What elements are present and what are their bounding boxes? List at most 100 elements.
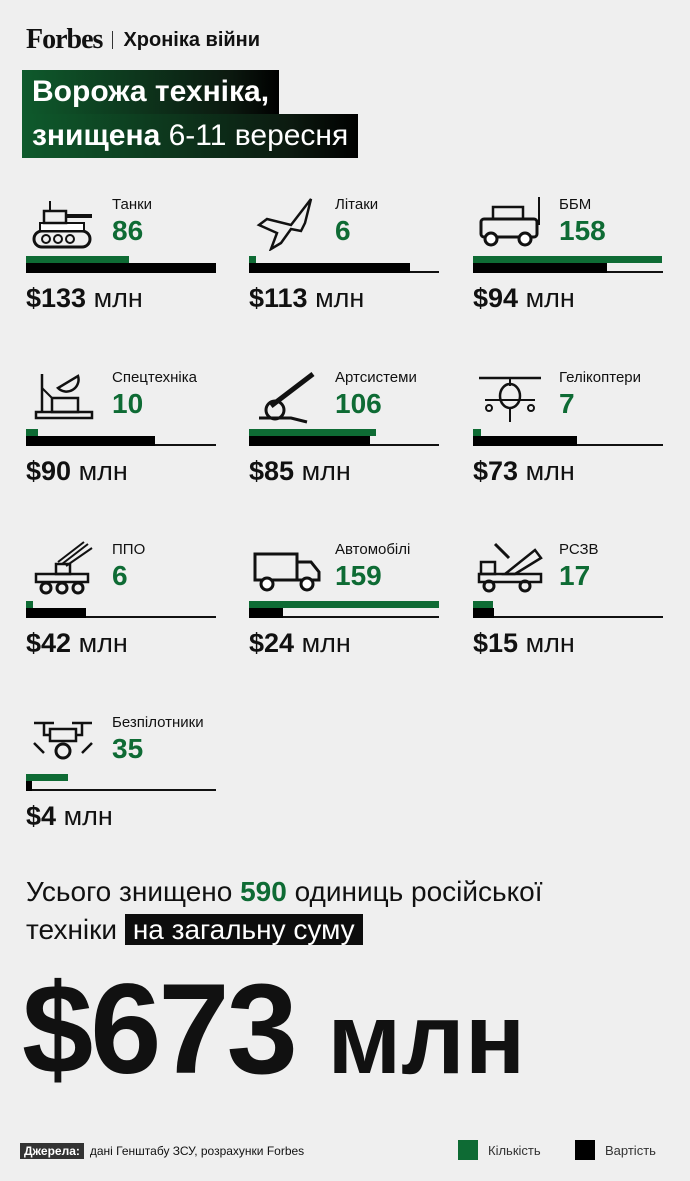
category-label: Літаки: [335, 196, 379, 213]
cost-value: $90 млн: [26, 456, 128, 487]
title-bold: знищена: [32, 119, 161, 152]
source-label: Джерела:: [20, 1143, 84, 1159]
count-bar: [473, 601, 494, 608]
card-6: ППО 6 $42 млн: [26, 540, 218, 690]
card-0: Танки 86 $133 млн: [26, 195, 218, 345]
count-bar: [26, 601, 34, 608]
count-bar: [249, 601, 439, 608]
count-bar: [249, 256, 257, 263]
total-highlight: на загальну суму: [124, 914, 363, 945]
category-label: Безпілотники: [112, 714, 204, 731]
divider: [112, 31, 114, 49]
category-label: ППО: [112, 541, 146, 558]
count-value: 159: [335, 560, 382, 591]
radar-icon: [34, 374, 94, 420]
card-1: Літаки 6 $113 млн: [249, 195, 441, 345]
cost-amount: $15: [473, 628, 519, 658]
total-line2: техніки: [26, 914, 118, 945]
cost-unit: млн: [525, 456, 575, 486]
cost-bar: [249, 436, 371, 446]
cost-unit: млн: [78, 628, 128, 658]
cost-amount: $90: [26, 456, 72, 486]
cost-unit: млн: [301, 628, 351, 658]
count-value: 7: [559, 388, 575, 419]
cost-unit: млн: [315, 283, 365, 313]
rocket-launcher-icon: [477, 542, 543, 593]
air-defense-icon: [34, 541, 93, 595]
bar-track: [26, 616, 216, 618]
cost-value: $85 млн: [249, 456, 351, 487]
cost-value: $133 млн: [26, 283, 143, 314]
card-4: Артсистеми 106 $85 млн: [249, 368, 441, 518]
count-value: 10: [112, 388, 144, 419]
cost-bar: [473, 436, 578, 446]
cost-bar: [26, 436, 155, 446]
cost-bar: [249, 263, 411, 273]
total-count: 590: [240, 876, 287, 907]
category-label: ББМ: [559, 196, 592, 213]
cost-amount: $133: [26, 283, 87, 313]
category-label: РСЗВ: [559, 541, 599, 558]
cost-value: $4 млн: [26, 801, 113, 832]
header: Forbes Хроніка війни: [26, 24, 260, 56]
cost-bar: [473, 263, 608, 273]
cost-value: $42 млн: [26, 628, 128, 659]
cost-value: $24 млн: [249, 628, 351, 659]
cost-value: $73 млн: [473, 456, 575, 487]
total-pre: Усього знищено: [26, 876, 233, 907]
cost-unit: млн: [63, 801, 113, 831]
cost-amount: $4: [26, 801, 57, 831]
category-label: Танки: [112, 196, 153, 213]
legend-swatch-green: [458, 1140, 478, 1160]
count-value: 106: [335, 388, 382, 419]
section-title: Хроніка війни: [123, 28, 261, 51]
count-bar: [473, 429, 482, 436]
count-value: 17: [559, 560, 591, 591]
cost-amount: $85: [249, 456, 295, 486]
count-bar: [249, 429, 376, 436]
count-bar: [26, 256, 129, 263]
cost-unit: млн: [525, 628, 575, 658]
cost-bar: [26, 781, 32, 791]
drone-icon: [33, 721, 93, 760]
jet-icon: [256, 198, 313, 251]
page-title: Ворожа техніка, знищена 6-11 вересня: [22, 70, 359, 158]
card-7: Автомобілі 159 $24 млн: [249, 540, 441, 690]
card-8: РСЗВ 17 $15 млн: [473, 540, 665, 690]
card-2: ББМ 158 $94 млн: [473, 195, 665, 345]
legend-swatch-black: [575, 1140, 595, 1160]
cost-unit: млн: [93, 283, 143, 313]
legend-label: Вартість: [605, 1142, 656, 1158]
count-bar: [473, 256, 662, 263]
cost-amount: $113: [249, 283, 308, 313]
cost-unit: млн: [78, 456, 128, 486]
helicopter-icon: [479, 376, 541, 422]
legend-label: Кількість: [488, 1142, 541, 1158]
card-9: Безпілотники 35 $4 млн: [26, 713, 218, 863]
category-label: Спецтехніка: [112, 369, 197, 386]
bar-track: [249, 616, 439, 618]
cost-amount: $94: [473, 283, 519, 313]
total-post: одиниць російської: [294, 876, 543, 907]
total-amount-unit: млн: [327, 983, 526, 1095]
bar-track: [26, 789, 216, 791]
truck-icon: [253, 552, 321, 592]
cost-value: $113 млн: [249, 283, 364, 314]
card-5: Гелікоптери 7 $73 млн: [473, 368, 665, 518]
source-text: дані Генштабу ЗСУ, розрахунки Forbes: [89, 1144, 305, 1158]
footer-source: Джерела: дані Генштабу ЗСУ, розрахунки F…: [20, 1143, 304, 1159]
category-label: Гелікоптери: [559, 369, 642, 386]
total-text: Усього знищено 590 одиниць російської те…: [26, 873, 543, 949]
cost-unit: млн: [301, 456, 351, 486]
total-amount: $673 млн: [22, 960, 525, 1109]
count-value: 6: [335, 215, 351, 246]
category-label: Автомобілі: [335, 541, 411, 558]
title-line-2: знищена 6-11 вересня: [22, 114, 359, 158]
cost-bar: [249, 608, 284, 618]
artillery-icon: [259, 372, 315, 424]
cost-unit: млн: [525, 283, 575, 313]
count-bar: [26, 429, 38, 436]
armored-vehicle-icon: [479, 197, 540, 247]
count-value: 86: [112, 215, 144, 246]
count-bar: [26, 774, 68, 781]
